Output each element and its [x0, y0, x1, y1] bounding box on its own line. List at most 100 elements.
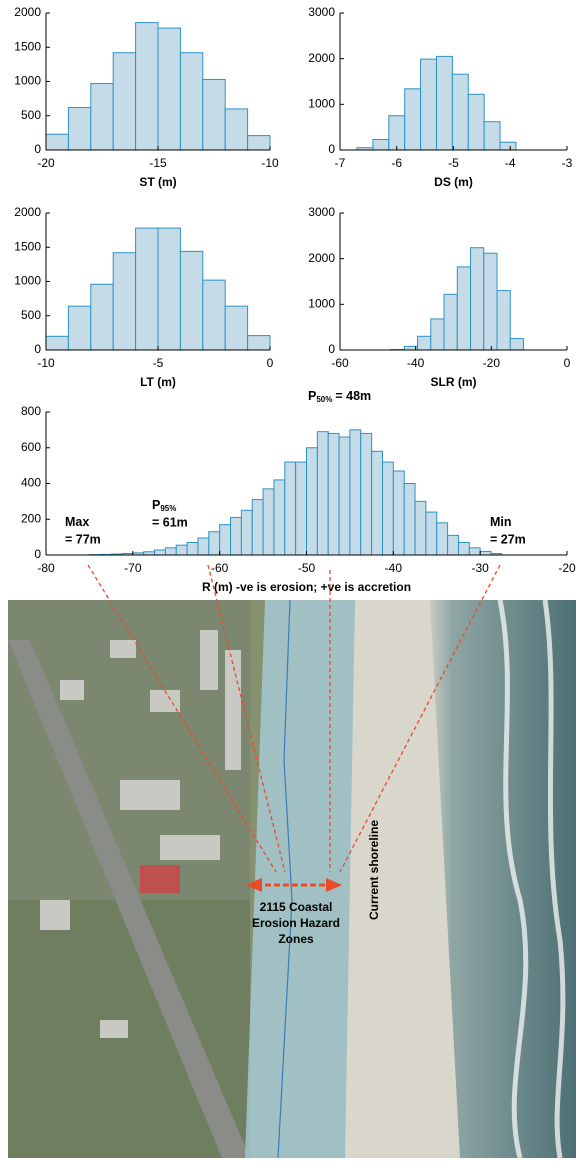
bar [203, 79, 225, 150]
x-axis-label: ST (m) [139, 175, 176, 189]
bar [389, 116, 405, 150]
y-tick-label: 1000 [308, 97, 335, 111]
x-tick-label: -15 [149, 156, 167, 170]
x-tick-label: -20 [37, 156, 55, 170]
x-tick-label: -40 [385, 561, 403, 575]
bar [404, 484, 415, 556]
bar [158, 228, 180, 350]
bar [421, 59, 437, 150]
x-tick-label: -5 [153, 356, 164, 370]
bar [225, 109, 247, 150]
y-tick-label: 1000 [14, 74, 41, 88]
y-tick-label: 500 [21, 308, 41, 322]
bar [469, 548, 480, 555]
y-tick-label: 200 [21, 511, 41, 525]
annotation: Max [65, 515, 89, 529]
bar [484, 122, 500, 150]
x-tick-label: -60 [211, 561, 229, 575]
bar [448, 535, 459, 555]
x-tick-label: 0 [564, 356, 571, 370]
x-tick-label: 0 [267, 356, 274, 370]
bar [458, 542, 469, 555]
bar [158, 28, 180, 150]
y-tick-label: 3000 [308, 5, 335, 19]
bar [225, 306, 247, 350]
bar [68, 306, 90, 350]
x-axis-label: R (m) -ve is erosion; +ve is accretion [202, 580, 411, 594]
y-tick-label: 0 [34, 142, 41, 156]
x-tick-label: -20 [483, 356, 501, 370]
y-tick-label: 2000 [14, 205, 41, 219]
bar [457, 267, 470, 350]
annotation-name: P [308, 389, 316, 403]
bar [220, 525, 231, 555]
x-tick-label: -40 [407, 356, 425, 370]
hazard-zone-label: Erosion Hazard [252, 916, 340, 930]
bar [328, 433, 339, 555]
bar [263, 489, 274, 555]
annotation-name: Max [65, 515, 89, 529]
bar [274, 480, 285, 555]
bar [252, 500, 263, 555]
bar [155, 550, 166, 555]
y-tick-label: 500 [21, 108, 41, 122]
y-tick-label: 800 [21, 404, 41, 418]
annotation-name: Min [490, 515, 512, 529]
hazard-zone-label: 2115 Coastal [260, 900, 333, 914]
bar [415, 501, 426, 555]
bar [480, 551, 491, 555]
bar [203, 280, 225, 350]
bar [339, 437, 350, 555]
red-roof [140, 865, 180, 893]
x-tick-label: -4 [505, 156, 516, 170]
y-tick-label: 1500 [14, 39, 41, 53]
x-tick-label: -20 [558, 561, 576, 575]
bar [248, 336, 270, 350]
bar [418, 336, 431, 350]
bar [471, 248, 484, 350]
bar [113, 253, 135, 350]
y-tick-label: 0 [328, 342, 335, 356]
bar [361, 433, 372, 555]
shoreline-label: Current shoreline [367, 820, 381, 920]
bar [317, 432, 328, 555]
bar [241, 510, 252, 555]
bar [437, 523, 448, 555]
x-axis-label: LT (m) [140, 375, 176, 389]
bar [296, 462, 307, 555]
annotation: Min [490, 515, 512, 529]
x-tick-label: -60 [331, 356, 349, 370]
x-tick-label: -10 [37, 356, 55, 370]
bar [426, 512, 437, 555]
y-tick-label: 3000 [308, 205, 335, 219]
annotation-name: P [152, 498, 160, 512]
bar [500, 142, 516, 150]
bar [180, 53, 202, 150]
x-tick-label: -30 [471, 561, 489, 575]
y-tick-label: 600 [21, 440, 41, 454]
bar [91, 284, 113, 350]
x-tick-label: -7 [335, 156, 346, 170]
bar [497, 291, 510, 350]
bar [484, 253, 497, 350]
bar [372, 451, 383, 555]
x-tick-label: -70 [124, 561, 142, 575]
bar [444, 294, 457, 350]
bar [46, 336, 68, 350]
y-tick-label: 2000 [14, 5, 41, 19]
aerial-image [8, 600, 576, 1158]
bar [187, 542, 198, 555]
bar [285, 462, 296, 555]
bar [68, 108, 90, 150]
bar [468, 94, 484, 150]
bar [510, 339, 523, 350]
x-axis-label: SLR (m) [431, 375, 477, 389]
bar [373, 139, 389, 150]
bar [91, 84, 113, 150]
bar [382, 462, 393, 555]
annotation-value: = 27m [490, 532, 526, 546]
bar [136, 23, 158, 150]
bar [180, 251, 202, 350]
annotation-value: = 61m [152, 515, 188, 529]
y-tick-label: 1000 [14, 274, 41, 288]
